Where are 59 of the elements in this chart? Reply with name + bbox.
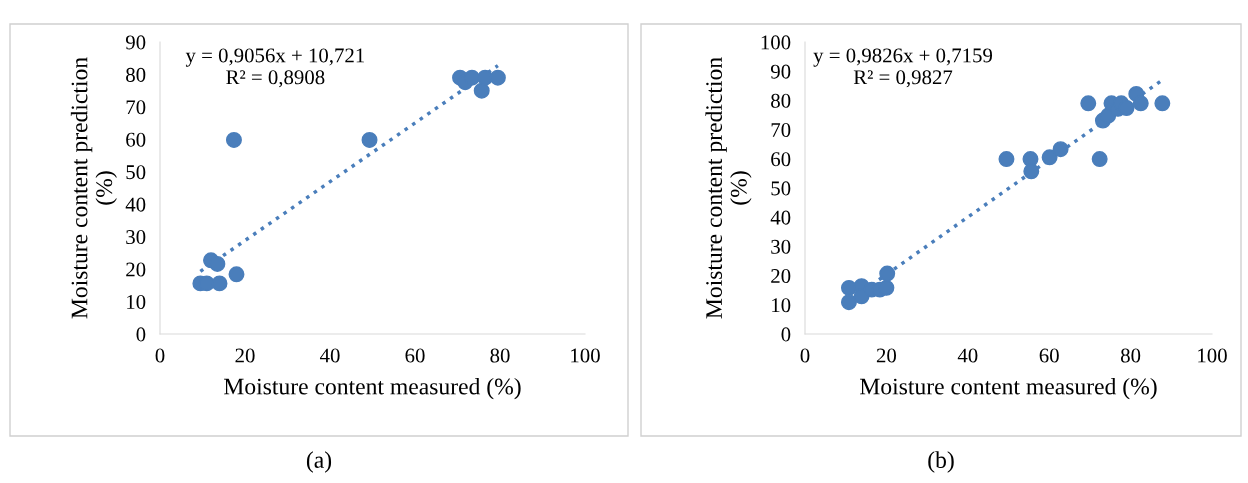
point [225, 132, 242, 148]
point [1041, 149, 1058, 166]
y-tick-label: 50 [771, 181, 791, 196]
x-tick-label: 60 [405, 348, 425, 363]
x-tick-label: 0 [155, 348, 165, 363]
point [228, 266, 245, 283]
x-axis-title: Moisture content measured (%) [860, 377, 1157, 400]
y-tick-label: 80 [771, 93, 791, 108]
point [1132, 95, 1149, 112]
x-axis-title: Moisture content measured (%) [224, 377, 521, 400]
x-tick-label: 100 [1198, 348, 1227, 363]
point [489, 69, 506, 86]
point [209, 255, 226, 272]
y-tick-label: 90 [125, 35, 146, 50]
x-tick-label: 0 [800, 348, 810, 363]
point [879, 265, 896, 282]
point [840, 294, 857, 311]
text: (a) [306, 451, 332, 473]
y-tick-label: 10 [127, 294, 146, 309]
y-axis-title: Moisture content prediction (%) [70, 57, 117, 319]
point [1023, 163, 1040, 180]
y-tick-label: 20 [126, 262, 146, 277]
x-tick-label: 60 [1039, 348, 1059, 363]
point [998, 151, 1015, 168]
y-tick-label: 40 [125, 197, 146, 212]
y-tick-label: 70 [126, 100, 146, 115]
point [1091, 151, 1108, 168]
y-tick-label: 60 [771, 152, 791, 167]
y-tick-label: 60 [126, 132, 146, 147]
point [840, 279, 857, 296]
x-tick-label: 40 [319, 348, 340, 363]
y-tick-label: 30 [126, 230, 146, 245]
x-tick-label: 20 [876, 348, 897, 363]
x-tick-label: 40 [957, 348, 978, 363]
y-tick-label: 80 [126, 67, 146, 82]
point [1080, 95, 1097, 112]
text: (b) [928, 451, 954, 473]
x-tick-label: 80 [490, 348, 510, 363]
y-tick-label: 10 [772, 298, 791, 313]
y-tick-label: 100 [761, 35, 791, 50]
y-tick-label: 70 [771, 122, 791, 138]
y-tick-label: 0 [136, 327, 146, 342]
y-tick-label: 40 [770, 210, 791, 225]
y-tick-label: 50 [126, 165, 146, 180]
y-tick-label: 30 [771, 239, 791, 254]
x-tick-label: 20 [235, 348, 255, 363]
y-tick-label: 20 [771, 268, 791, 284]
x-tick-label: 80 [1120, 348, 1141, 363]
point [211, 275, 228, 292]
y-tick-label: 0 [781, 327, 791, 342]
annotation: y = 0,9056x + 10,721 R² = 0,8908 [185, 48, 364, 88]
annotation: y = 0,9826x + 0,7159 R² = 0,9827 [813, 48, 993, 88]
point [473, 82, 490, 99]
y-tick-label: 90 [770, 64, 791, 79]
y-axis-title: Moisture content prediction (%) [705, 57, 752, 319]
point [1154, 95, 1171, 112]
point [361, 132, 378, 148]
x-tick-label: 100 [571, 348, 600, 363]
point [1052, 141, 1069, 158]
